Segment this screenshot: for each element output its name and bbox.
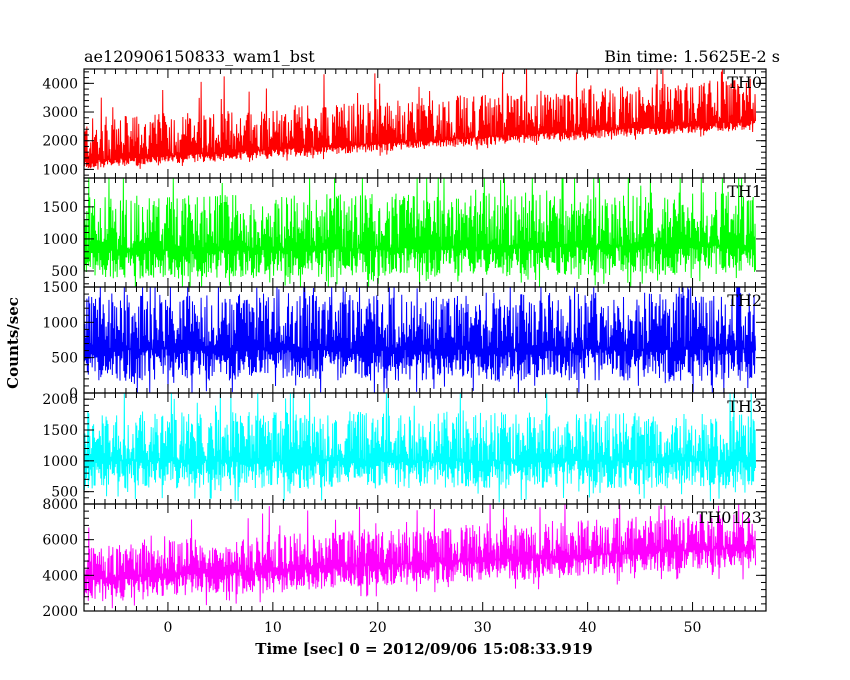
y-tick-label: 4000 <box>42 76 78 92</box>
chart-title-right: Bin time: 1.5625E-2 s <box>604 47 780 66</box>
x-axis-label: Time [sec] 0 = 2012/09/06 15:08:33.919 <box>255 640 592 658</box>
panel-label-th3: TH3 <box>727 397 762 416</box>
y-axis-label: Counts/sec <box>4 297 22 389</box>
panel-label-th2: TH2 <box>727 291 762 310</box>
y-tick-label: 0 <box>69 386 78 402</box>
y-tick-label: 500 <box>51 351 78 367</box>
panel-label-th0123: TH0123 <box>697 508 762 527</box>
series-line-th2 <box>84 287 757 393</box>
panel-th3: 500 1000 1500 2000 TH3 <box>42 392 767 505</box>
y-tick-label: 3000 <box>42 105 78 121</box>
panel-th1: 500 1000 1500 TH1 <box>42 177 767 288</box>
panel-th0: 1000 2000 3000 4000 TH0 <box>42 68 767 179</box>
y-tick-label: 2000 <box>42 604 78 620</box>
y-tick-label: 1500 <box>42 280 78 296</box>
x-tick-label: 10 <box>264 620 282 636</box>
x-tick-label: 20 <box>369 620 387 636</box>
y-tick-label: 2000 <box>42 392 78 408</box>
y-tick-label: 500 <box>51 485 78 501</box>
y-tick-label: 6000 <box>42 533 78 549</box>
y-tick-label: 8000 <box>42 497 78 513</box>
series-line-th3 <box>84 393 757 503</box>
y-tick-label: 4000 <box>42 568 78 584</box>
y-tick-label: 1500 <box>42 423 78 439</box>
panel-label-th0: TH0 <box>727 73 762 92</box>
y-tick-label: 1500 <box>42 200 78 216</box>
y-tick-label: 1000 <box>42 315 78 331</box>
series-line-th1 <box>84 178 757 287</box>
y-tick-label: 1000 <box>42 454 78 470</box>
x-tick-label: 50 <box>684 620 702 636</box>
series-line-th0123 <box>84 504 757 609</box>
x-tick-label: 0 <box>163 620 172 636</box>
panel-th2: 0 500 1000 1500 TH2 <box>42 280 767 402</box>
chart-title-left: ae120906150833_wam1_bst <box>84 47 315 66</box>
y-tick-label: 1000 <box>42 162 78 178</box>
panel-frame <box>83 503 767 612</box>
y-tick-label: 500 <box>51 264 78 280</box>
panel-th0123: 2000 4000 6000 8000 TH0123 <box>42 497 767 620</box>
x-tick-label: 40 <box>579 620 597 636</box>
x-tick-label: 30 <box>474 620 492 636</box>
y-tick-label: 1000 <box>42 232 78 248</box>
y-tick-label: 2000 <box>42 134 78 150</box>
panel-label-th1: TH1 <box>727 182 762 201</box>
series-line-th0 <box>84 69 757 170</box>
